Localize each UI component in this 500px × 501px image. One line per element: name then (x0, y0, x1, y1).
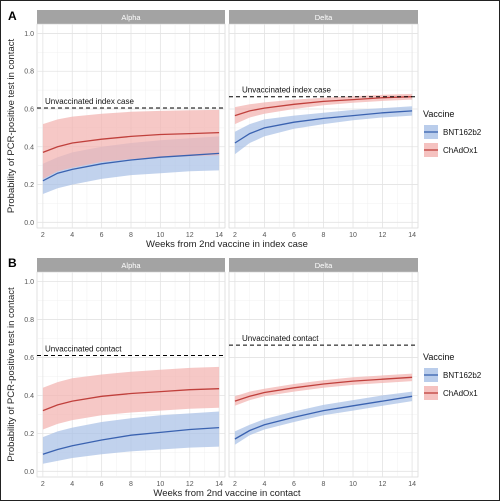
y-tick-label: 1.0 (24, 31, 34, 38)
x-tick-label: 2 (233, 232, 237, 239)
series-line-chadox1 (234, 96, 413, 117)
series-line-bnt162b2 (42, 152, 220, 182)
x-tick-label: 8 (322, 232, 326, 239)
x-tick-label: 4 (262, 481, 266, 488)
y-tick-label: 0.0 (24, 469, 34, 476)
x-tick-label: 2 (41, 232, 45, 239)
confidence-band-bnt162b2 (234, 106, 413, 155)
y-tick-label: 0.4 (24, 144, 34, 151)
panel-label: A (8, 9, 17, 23)
x-tick-label: 2 (233, 481, 237, 488)
facet-alpha: Alpha 0.0 0.2 0.4 0.6 0.8 1.0 2 4 6 8 10 12 14 Unvacci… (24, 258, 226, 488)
reference-label: Unvaccinated contact (45, 345, 122, 354)
x-tick-label: 10 (156, 481, 164, 488)
facet-strip (37, 10, 225, 24)
reference-label: Unvaccinated contact (242, 334, 319, 343)
y-tick-label: 0.6 (24, 107, 34, 114)
facet-alpha: Alpha 0.0 0.2 0.4 0.6 0.8 1.0 2 4 6 8 10 12 14 Unvacci… (24, 10, 226, 239)
facet-delta: Delta 2 4 6 8 10 12 14 Unvaccinated index case (228, 10, 419, 239)
facet-strip (229, 258, 418, 272)
x-tick-label: 10 (349, 232, 357, 239)
series-line-bnt162b2 (234, 395, 413, 440)
x-tick-label: 14 (408, 232, 416, 239)
legend-label: ChAdOx1 (443, 389, 478, 398)
confidence-band-chadox1 (234, 373, 413, 406)
legend-label: ChAdOx1 (443, 146, 478, 155)
y-axis-label: Probability of PCR-positive test in cont… (6, 287, 17, 462)
x-tick-label: 12 (186, 232, 194, 239)
series-line-bnt162b2 (42, 426, 220, 455)
series-line-chadox1 (42, 388, 220, 412)
y-tick-label: 0.0 (24, 220, 34, 227)
confidence-band-chadox1 (42, 366, 220, 430)
y-tick-label: 0.8 (24, 317, 34, 324)
confidence-band-bnt162b2 (234, 391, 413, 445)
legend-label: BNT162b2 (443, 128, 482, 137)
legend-title: Vaccine (423, 352, 454, 362)
confidence-band-chadox1 (42, 109, 220, 179)
x-axis-label: Weeks from 2nd vaccine in index case (146, 239, 308, 250)
x-tick-label: 10 (349, 481, 357, 488)
legend-label: BNT162b2 (443, 371, 482, 380)
x-tick-label: 14 (408, 481, 416, 488)
x-tick-label: 8 (129, 232, 133, 239)
x-tick-label: 8 (322, 481, 326, 488)
y-tick-label: 0.8 (24, 69, 34, 76)
legend-title: Vaccine (423, 109, 454, 119)
x-tick-label: 14 (215, 232, 223, 239)
confidence-band-chadox1 (234, 93, 413, 125)
y-tick-label: 1.0 (24, 279, 34, 286)
legend: Vaccine BNT162b2 ChAdOx1 (423, 352, 482, 400)
x-tick-label: 6 (100, 232, 104, 239)
series-line-bnt162b2 (234, 110, 413, 144)
x-tick-label: 6 (292, 232, 296, 239)
y-tick-label: 0.2 (24, 431, 34, 438)
reference-label: Unvaccinated index case (45, 97, 134, 106)
facet-title: Alpha (121, 261, 141, 270)
x-tick-label: 4 (262, 232, 266, 239)
reference-label: Unvaccinated index case (242, 86, 331, 95)
x-axis-label: Weeks from 2nd vaccine in contact (153, 488, 301, 499)
series-line-chadox1 (234, 376, 413, 402)
x-tick-label: 6 (292, 481, 296, 488)
y-axis-label: Probability of PCR-positive test in cont… (6, 39, 17, 214)
x-tick-label: 12 (379, 232, 387, 239)
x-tick-label: 4 (70, 481, 74, 488)
y-tick-label: 0.6 (24, 355, 34, 362)
facet-delta: Delta 2 4 6 8 10 12 14 Unvaccinated contact (228, 258, 419, 488)
chart-A: A Probability of PCR-positive test in con… (6, 9, 482, 250)
panel-label: B (8, 256, 17, 270)
x-tick-label: 14 (215, 481, 223, 488)
x-tick-label: 12 (379, 481, 387, 488)
x-tick-label: 8 (129, 481, 133, 488)
x-tick-label: 2 (41, 481, 45, 488)
chart-B: B Probability of PCR-positive test in con… (6, 256, 482, 499)
facet-strip (229, 10, 418, 24)
y-tick-label: 0.4 (24, 393, 34, 400)
facet-title: Alpha (121, 13, 141, 22)
legend: Vaccine BNT162b2 ChAdOx1 (423, 109, 482, 157)
x-tick-label: 4 (70, 232, 74, 239)
y-tick-label: 0.2 (24, 182, 34, 189)
facet-title: Delta (315, 13, 333, 22)
facet-title: Delta (315, 261, 333, 270)
x-tick-label: 12 (186, 481, 194, 488)
facet-strip (37, 258, 225, 272)
series-line-chadox1 (42, 131, 220, 154)
x-tick-label: 6 (100, 481, 104, 488)
x-tick-label: 10 (156, 232, 164, 239)
confidence-band-bnt162b2 (42, 411, 220, 464)
